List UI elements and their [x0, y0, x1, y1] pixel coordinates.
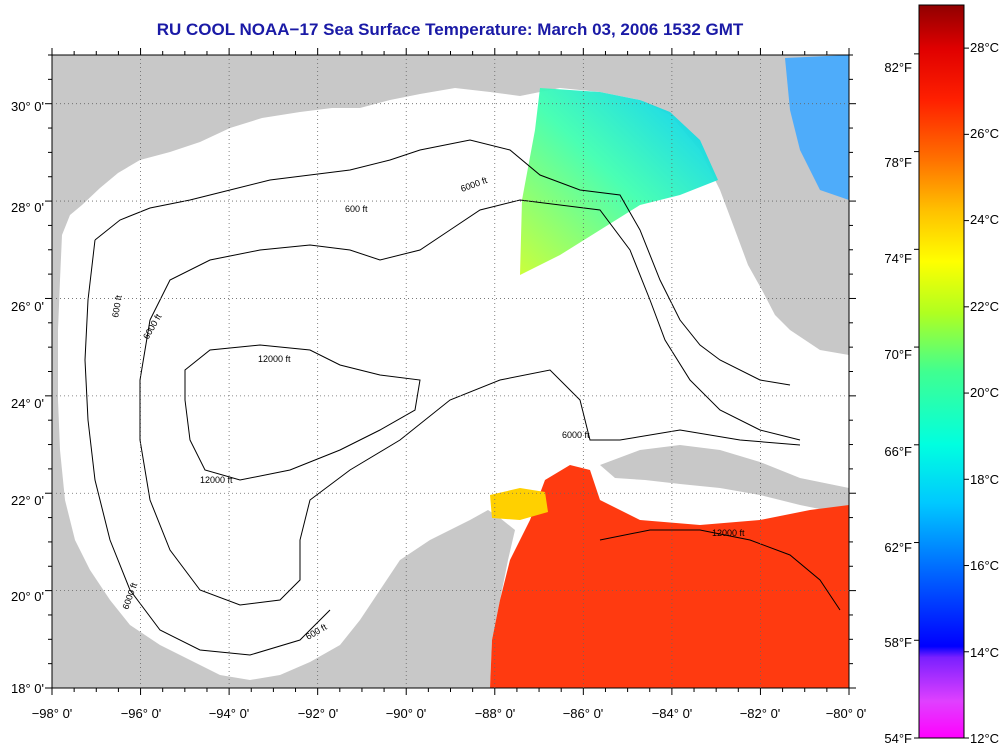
contour-12000ft-south	[599, 529, 841, 611]
sst-patch-yucatan-yellow	[490, 488, 548, 520]
colorbar-f-label-58: 58°F	[884, 635, 912, 650]
lon-label-94w: −94° 0'	[209, 706, 250, 721]
lat-label-24n: 24° 0'	[11, 396, 44, 411]
lon-label-90w: −90° 0'	[386, 706, 427, 721]
contour-label-600-north: 600 ft	[345, 204, 368, 214]
lat-label-22n: 22° 0'	[11, 493, 44, 508]
colorbar-f-label-66: 66°F	[884, 444, 912, 459]
contour-label-12000-south: 12000 ft	[200, 475, 233, 485]
sst-patch-florida-east	[785, 55, 849, 200]
lat-label-30n: 30° 0'	[11, 99, 44, 114]
contour-label-6000-east: 6000 ft	[562, 430, 590, 440]
lon-label-92w: −92° 0'	[298, 706, 339, 721]
lon-label-88w: −88° 0'	[475, 706, 516, 721]
contour-12000ft	[184, 344, 421, 481]
cuba-land	[600, 445, 849, 515]
lon-label-96w: −96° 0'	[121, 706, 162, 721]
colorbar-c-label-12: 12°C	[970, 731, 999, 746]
lat-label-26n: 26° 0'	[11, 299, 44, 314]
contour-6000ft	[139, 199, 801, 606]
colorbar-c-label-24: 24°C	[970, 212, 999, 227]
colorbar-f-label-62: 62°F	[884, 540, 912, 555]
lon-label-84w: −84° 0'	[652, 706, 693, 721]
contour-label-12000-east: 12000 ft	[712, 528, 745, 538]
lat-label-28n: 28° 0'	[11, 200, 44, 215]
colorbar-c-label-16: 16°C	[970, 558, 999, 573]
colorbar-c-label-14: 14°C	[970, 645, 999, 660]
colorbar-c-label-22: 22°C	[970, 299, 999, 314]
lon-label-82w: −82° 0'	[740, 706, 781, 721]
colorbar-c-label-26: 26°C	[970, 126, 999, 141]
contour-label-12000-north: 12000 ft	[258, 354, 291, 364]
colorbar-c-label-28: 28°C	[970, 40, 999, 55]
colorbar-c-label-18: 18°C	[970, 472, 999, 487]
graticule	[52, 55, 849, 688]
colorbar-f-label-82: 82°F	[884, 60, 912, 75]
axis-ticks	[45, 48, 856, 695]
lon-label-86w: −86° 0'	[563, 706, 604, 721]
colorbar-ticks	[914, 47, 969, 739]
sst-patch-south	[490, 465, 849, 688]
contour-label-600-west: 600 ft	[110, 294, 124, 318]
colorbar-f-label-78: 78°F	[884, 155, 912, 170]
sst-patch-northeast	[520, 88, 718, 275]
lat-label-20n: 20° 0'	[11, 589, 44, 604]
colorbar-f-label-54: 54°F	[884, 731, 912, 746]
lon-label-80w: −80° 0'	[826, 706, 867, 721]
colorbar-c-label-20: 20°C	[970, 385, 999, 400]
map-title: RU COOL NOAA−17 Sea Surface Temperature:…	[156, 20, 744, 39]
lat-label-18n: 18° 0'	[11, 681, 44, 696]
colorbar-f-label-74: 74°F	[884, 251, 912, 266]
colorbar	[918, 4, 965, 739]
colorbar-f-label-70: 70°F	[884, 347, 912, 362]
lon-label-98w: −98° 0'	[32, 706, 73, 721]
contour-600ft	[84, 139, 791, 656]
